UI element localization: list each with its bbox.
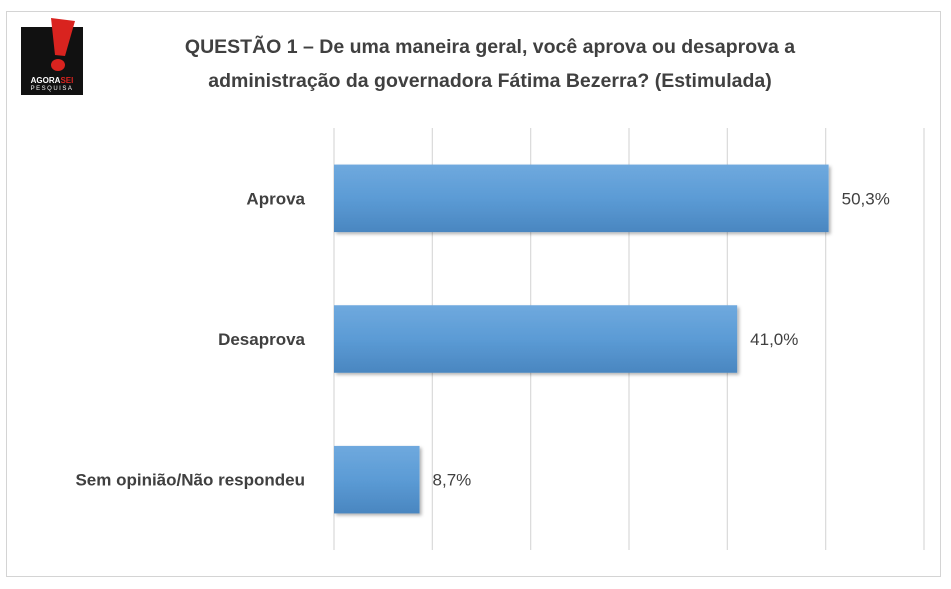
logo-brand-main: AGORA xyxy=(30,76,61,85)
agorasei-logo: AGORASEI PESQUISA xyxy=(21,18,83,95)
value-label: 8,7% xyxy=(433,471,472,490)
exclamation-icon xyxy=(51,18,75,71)
chart-title-line2: administração da governadora Fátima Beze… xyxy=(208,70,772,92)
bars xyxy=(334,164,829,514)
chart-title-line1: QUESTÃO 1 – De uma maneira geral, você a… xyxy=(184,36,796,58)
bar xyxy=(334,164,829,233)
labels: Aprova 50,3% Desaprova 41,0% Sem opinião/Não… xyxy=(75,189,889,489)
logo-brand: AGORASEI xyxy=(21,76,83,85)
bar xyxy=(334,305,738,373)
chart-title: QUESTÃO 1 – De uma maneira geral, você a… xyxy=(110,30,870,98)
category-label: Sem opinião/Não respondeu xyxy=(75,471,305,490)
category-label: Aprova xyxy=(246,189,305,208)
logo-background xyxy=(21,27,83,95)
chart-frame xyxy=(6,11,941,577)
value-label: 50,3% xyxy=(842,189,890,208)
logo-brand-accent: SEI xyxy=(60,76,74,85)
bar xyxy=(334,445,420,514)
logo-subtitle: PESQUISA xyxy=(30,86,74,92)
category-label: Desaprova xyxy=(218,330,305,349)
value-label: 41,0% xyxy=(750,330,798,349)
